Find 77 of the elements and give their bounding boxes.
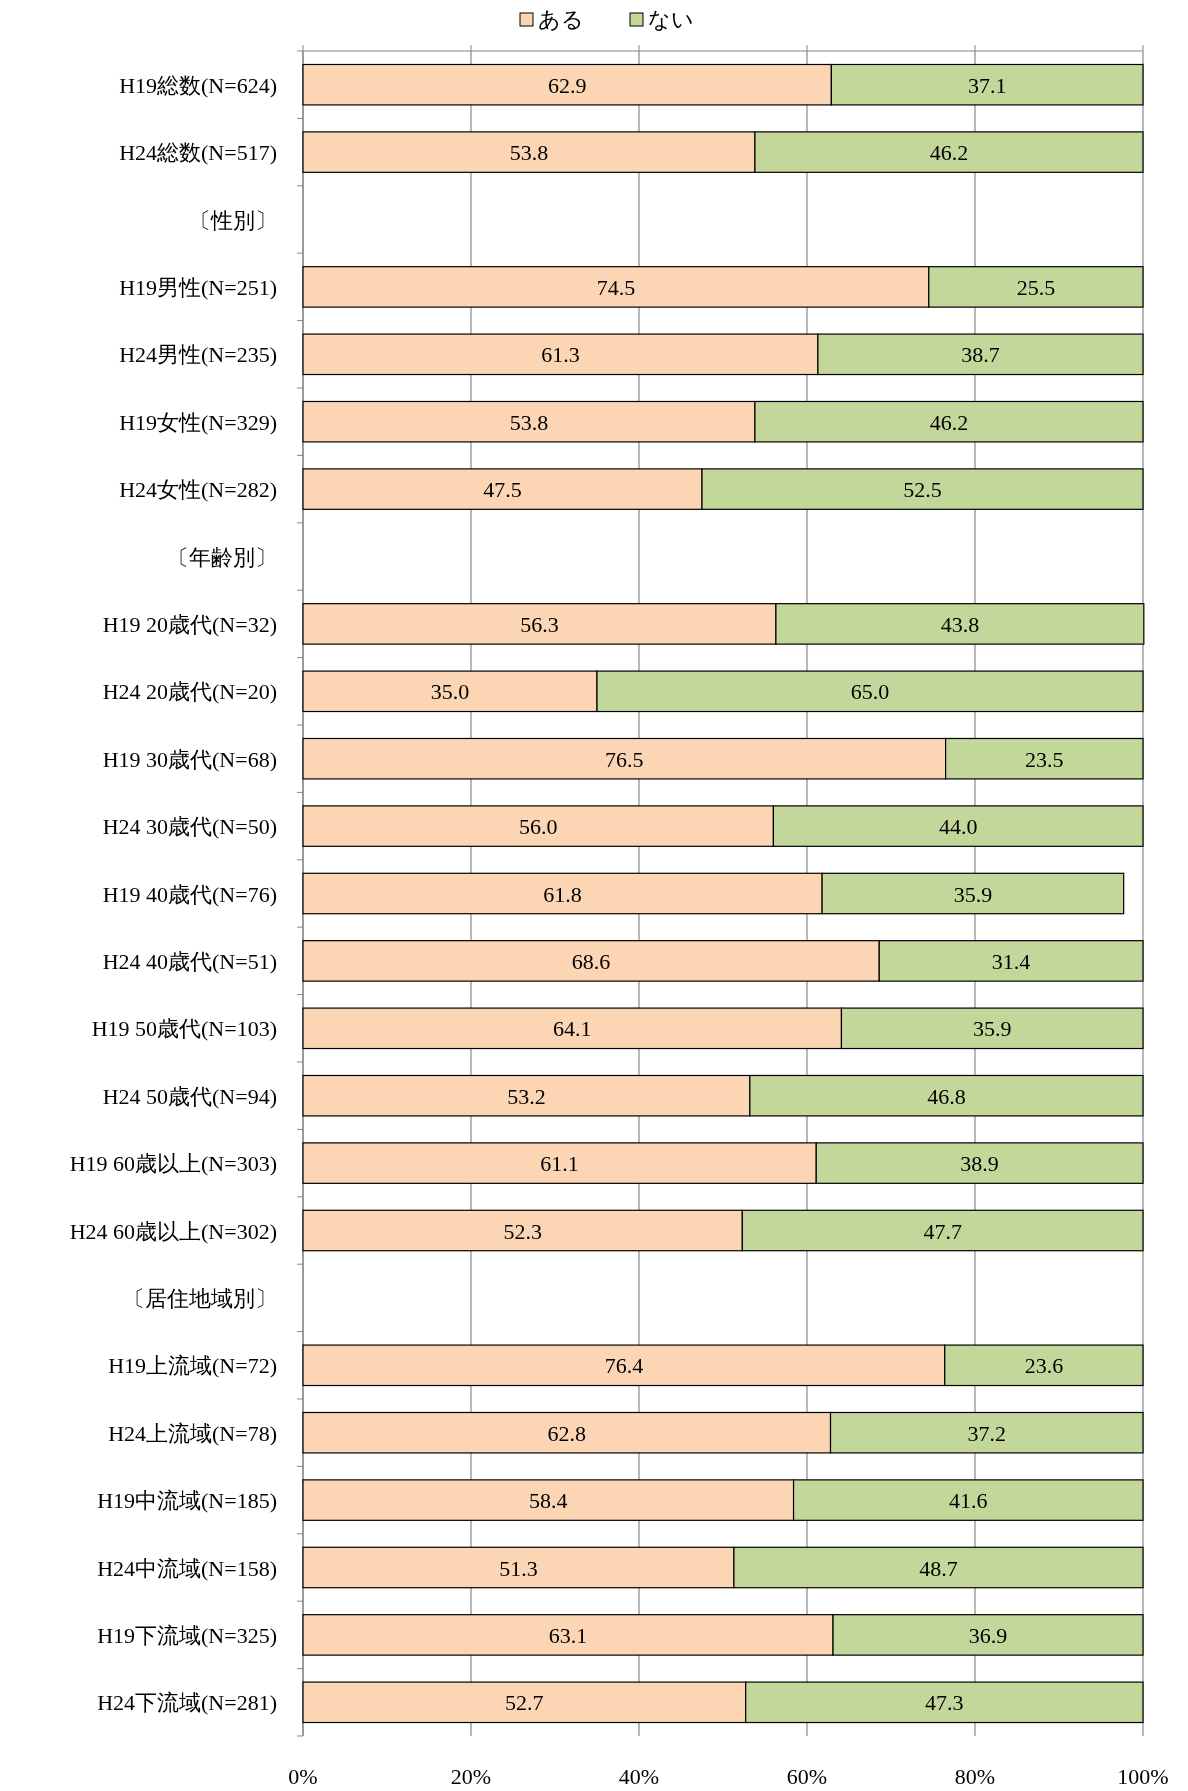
y-tick-label: H24上流域(N=78)	[108, 1420, 277, 1446]
y-tick-label: H24 40歳代(N=51)	[102, 948, 277, 974]
data-label: 53.8	[509, 409, 549, 435]
data-label: 61.3	[541, 342, 580, 368]
data-label: 64.1	[552, 1016, 592, 1042]
data-label: 52.5	[903, 477, 942, 503]
data-label: 63.1	[548, 1622, 588, 1648]
data-label: 44.0	[938, 814, 978, 840]
x-tick-label: 20%	[450, 1764, 492, 1789]
data-label: 25.5	[1016, 274, 1056, 300]
y-tick-label: 〔居住地域別〕	[123, 1285, 277, 1311]
data-label: 62.8	[547, 1420, 587, 1446]
data-label: 51.3	[499, 1555, 538, 1581]
data-label: 47.3	[925, 1690, 964, 1716]
data-label: 38.7	[961, 342, 1000, 368]
data-label: 61.8	[543, 881, 582, 907]
data-label: 37.2	[967, 1420, 1007, 1446]
legend-label: ある	[538, 7, 584, 32]
y-tick-label: H19 40歳代(N=76)	[102, 881, 277, 907]
y-tick-label: H19総数(N=624)	[119, 72, 277, 98]
legend-label: ない	[648, 7, 694, 32]
data-label: 76.4	[604, 1353, 644, 1379]
data-label: 35.9	[972, 1016, 1012, 1042]
data-label: 35.0	[430, 679, 470, 705]
data-label: 74.5	[596, 274, 636, 300]
y-tick-label: H19女性(N=329)	[119, 409, 277, 435]
y-tick-label: 〔年齢別〕	[167, 544, 277, 570]
y-tick-label: 〔性別〕	[189, 207, 277, 233]
data-label: 46.2	[929, 140, 969, 166]
y-tick-label: H24 60歳以上(N=302)	[69, 1218, 277, 1244]
data-label: 68.6	[571, 948, 611, 974]
data-label: 76.5	[605, 746, 644, 772]
y-tick-label: H24 30歳代(N=50)	[102, 814, 277, 840]
y-tick-label: H19 60歳以上(N=303)	[69, 1151, 277, 1177]
data-label: 23.5	[1025, 746, 1064, 772]
data-label: 41.6	[949, 1488, 988, 1514]
data-label: 53.2	[507, 1083, 546, 1109]
y-tick-label: H24女性(N=282)	[119, 477, 277, 503]
data-label: 38.9	[960, 1151, 999, 1177]
y-tick-label: H19下流域(N=325)	[97, 1622, 277, 1648]
y-tick-label: H19男性(N=251)	[119, 274, 277, 300]
data-label: 56.3	[520, 611, 559, 637]
y-tick-label: H19上流域(N=72)	[108, 1353, 277, 1379]
data-label: 52.7	[505, 1690, 544, 1716]
y-tick-label: H19 30歳代(N=68)	[102, 746, 277, 772]
data-label: 58.4	[529, 1488, 568, 1514]
data-label: 47.7	[923, 1218, 962, 1244]
y-tick-label: H24下流域(N=281)	[97, 1690, 277, 1716]
data-label: 62.9	[547, 72, 587, 98]
data-label: 35.9	[953, 881, 993, 907]
y-tick-label: H19 50歳代(N=103)	[91, 1016, 277, 1042]
data-label: 53.8	[509, 140, 549, 166]
data-label: 37.1	[967, 72, 1007, 98]
y-tick-label: H24中流域(N=158)	[97, 1555, 277, 1581]
x-tick-label: 60%	[786, 1764, 828, 1789]
data-label: 46.2	[929, 409, 969, 435]
data-label: 52.3	[503, 1218, 542, 1244]
data-label: 36.9	[968, 1622, 1008, 1648]
data-label: 48.7	[919, 1555, 958, 1581]
data-label: 56.0	[518, 814, 558, 840]
data-label: 47.5	[483, 477, 522, 503]
data-label: 31.4	[991, 948, 1031, 974]
data-label: 46.8	[927, 1083, 966, 1109]
x-tick-label: 40%	[618, 1764, 660, 1789]
x-tick-label: 100%	[1117, 1764, 1169, 1789]
y-tick-label: H19中流域(N=185)	[97, 1488, 277, 1514]
y-tick-label: H19 20歳代(N=32)	[102, 611, 277, 637]
y-tick-label: H24 20歳代(N=20)	[102, 679, 277, 705]
x-tick-label: 0%	[288, 1764, 318, 1789]
data-label: 43.8	[940, 611, 980, 637]
y-tick-label: H24男性(N=235)	[119, 342, 277, 368]
x-tick-label: 80%	[954, 1764, 996, 1789]
y-tick-label: H24総数(N=517)	[119, 140, 277, 166]
data-label: 23.6	[1024, 1353, 1064, 1379]
data-label: 61.1	[540, 1151, 579, 1177]
data-label: 65.0	[850, 679, 890, 705]
y-tick-label: H24 50歳代(N=94)	[102, 1083, 277, 1109]
